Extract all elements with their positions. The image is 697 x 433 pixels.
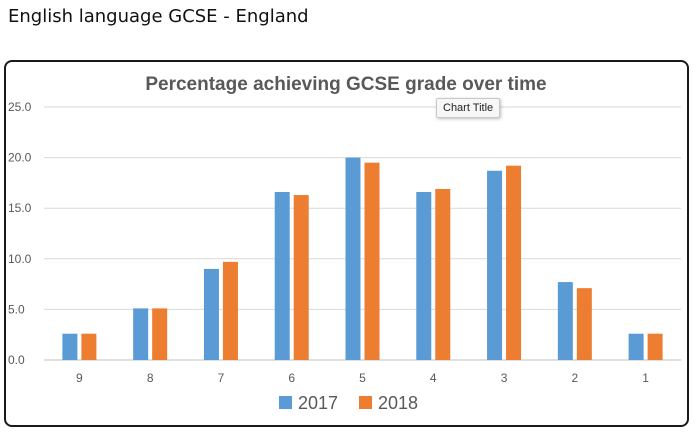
bar-2017-grade-4 — [416, 192, 432, 360]
bar-2018-grade-2 — [576, 288, 592, 360]
x-tick-label: 7 — [218, 371, 225, 385]
x-tick-label: 3 — [501, 371, 508, 385]
bar-2017-grade-1 — [628, 333, 644, 360]
x-tick-label: 4 — [430, 371, 437, 385]
y-tick-label: 25.0 — [8, 100, 32, 114]
bar-2018-grade-9 — [81, 333, 97, 360]
x-tick-label: 6 — [288, 371, 295, 385]
bar-2018-grade-1 — [647, 333, 663, 360]
bar-2017-grade-8 — [133, 308, 149, 360]
chart-svg: 0.0 5.0 10.0 15.0 20.0 25.0 9 8 7 6 5 4 3 2 1 Percenta… — [8, 74, 681, 413]
bar-2018-grade-8 — [152, 308, 168, 360]
bar-2018-grade-7 — [222, 261, 238, 360]
bar-2018-grade-4 — [435, 188, 451, 360]
x-tick-label: 9 — [76, 371, 83, 385]
chart-title-tooltip: Chart Title — [436, 98, 501, 118]
bar-2017-grade-5 — [345, 157, 361, 360]
y-tick-label: 5.0 — [8, 302, 25, 316]
x-tick-label: 2 — [571, 371, 578, 385]
bar-2017-grade-2 — [557, 282, 573, 360]
chart-title: Percentage achieving GCSE grade over tim… — [145, 74, 546, 95]
y-tick-label: 20.0 — [8, 151, 32, 165]
bar-2017-grade-6 — [274, 192, 290, 360]
y-tick-label: 15.0 — [8, 201, 32, 215]
legend-swatch-2017 — [279, 396, 292, 409]
page-heading: English language GCSE - England — [8, 6, 309, 27]
legend-swatch-2018 — [359, 396, 372, 409]
x-tick-label: 5 — [359, 371, 366, 385]
y-tick-label: 0.0 — [8, 353, 25, 367]
x-tick-label: 8 — [147, 371, 154, 385]
legend-label-2018: 2018 — [378, 393, 418, 413]
bar-2018-grade-3 — [506, 165, 522, 360]
bar-2017-grade-7 — [203, 268, 219, 360]
bar-2017-grade-3 — [487, 170, 503, 360]
bar-2017-grade-9 — [62, 333, 78, 360]
x-tick-label: 1 — [642, 371, 649, 385]
legend-label-2017: 2017 — [298, 393, 338, 413]
bar-2018-grade-5 — [364, 162, 380, 360]
bar-2018-grade-6 — [293, 195, 309, 360]
chart-frame: 0.0 5.0 10.0 15.0 20.0 25.0 9 8 7 6 5 4 3 2 1 Percenta… — [4, 60, 689, 427]
y-tick-label: 10.0 — [8, 252, 32, 266]
